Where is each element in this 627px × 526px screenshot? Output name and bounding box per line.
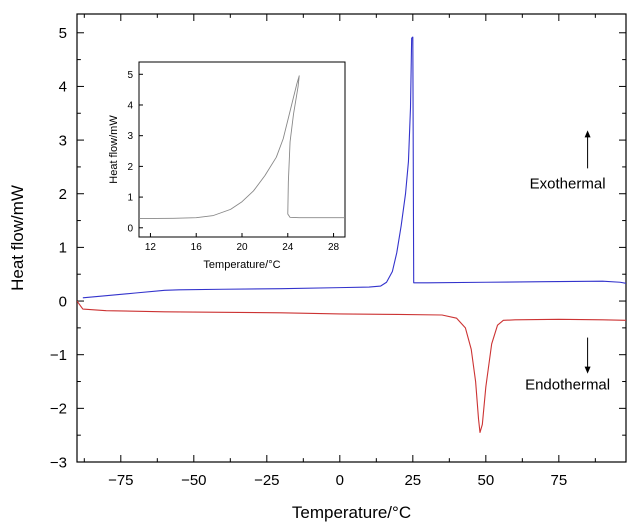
main-series-line-0 <box>82 36 626 299</box>
inset-xtick-label: 24 <box>282 242 294 253</box>
inset-ytick-label: 4 <box>127 100 133 111</box>
inset-series-line-0 <box>139 75 345 220</box>
main-ytick-label: 4 <box>59 79 67 96</box>
inset-frame <box>138 61 346 238</box>
inset-xtick-label: 28 <box>328 242 340 253</box>
inset-xtick-label: 16 <box>191 242 203 253</box>
inset-x-axis-title: Temperature/°C <box>203 259 280 271</box>
main-ytick-label: 2 <box>59 186 67 203</box>
main-xtick-label: 75 <box>550 472 567 489</box>
main-frame <box>76 13 627 463</box>
annotation-arrowhead-up <box>584 130 591 138</box>
annotation-down-label: Endothermal <box>525 377 610 394</box>
main-x-axis-title: Temperature/°C <box>292 503 411 522</box>
inset-ytick-label: 3 <box>127 131 133 142</box>
main-xtick-label: 50 <box>477 472 494 489</box>
main-plot: −75 −50 −25 0 25 50 75−3−2−1012345Temperature/… <box>8 13 627 522</box>
inset-xtick-label: 12 <box>145 242 157 253</box>
main-ytick-label: −2 <box>50 401 67 418</box>
main-xtick-label: 25 <box>404 472 421 489</box>
main-series-line-1 <box>77 300 626 434</box>
inset-ytick-label: 1 <box>127 193 133 204</box>
inset-y-axis-title: Heat flow/mW <box>108 115 120 184</box>
inset-xtick-label: 20 <box>236 242 248 253</box>
inset-ytick-label: 0 <box>127 223 133 234</box>
main-ytick-label: 0 <box>59 293 67 310</box>
main-xtick-label: 0 <box>336 472 344 489</box>
main-ytick-label: 5 <box>59 25 67 42</box>
main-ytick-label: −1 <box>50 347 67 364</box>
main-xtick-label: −25 <box>254 472 279 489</box>
annotation-arrowhead-down <box>584 366 591 374</box>
main-xtick-label: −50 <box>181 472 206 489</box>
annotation-up-label: Exothermal <box>530 175 606 192</box>
main-y-axis-title: Heat flow/mW <box>8 185 27 291</box>
main-ytick-label: −3 <box>50 454 67 471</box>
inset-ytick-label: 5 <box>127 70 133 81</box>
main-xtick-label: −75 <box>108 472 133 489</box>
main-ytick-label: 3 <box>59 132 67 149</box>
inset-ytick-label: 2 <box>127 162 133 173</box>
main-ytick-label: 1 <box>59 240 67 257</box>
